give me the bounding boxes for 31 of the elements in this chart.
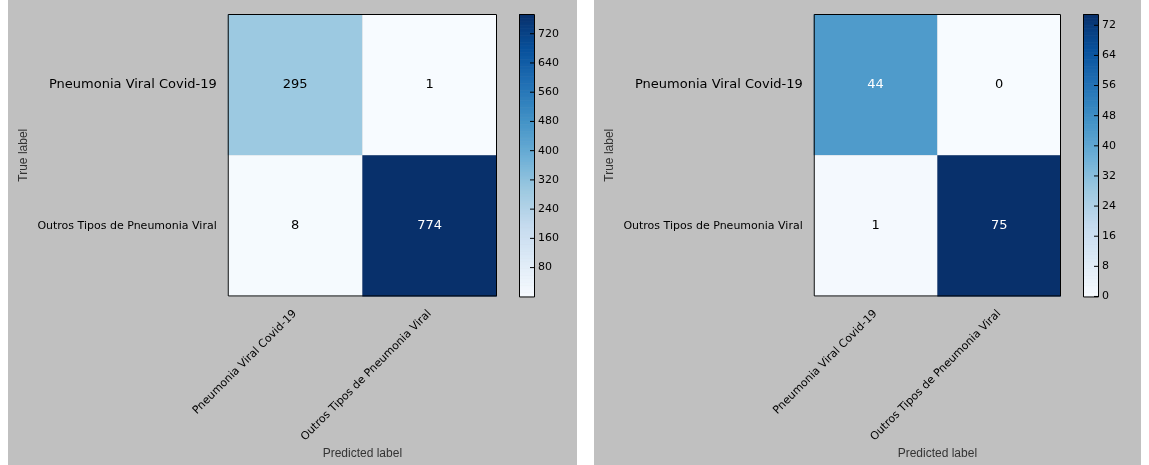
- color-bar-label: 40: [1102, 138, 1116, 152]
- color-bar-label: 560: [538, 85, 559, 99]
- color-bar-label: 56: [1102, 78, 1116, 92]
- data-label: 44: [867, 75, 884, 91]
- color-bar-label: 48: [1102, 108, 1116, 122]
- color-bar-label: 16: [1102, 229, 1116, 243]
- color-bar-label: 480: [538, 114, 559, 128]
- color-bar-label: 160: [538, 231, 559, 245]
- data-label: 1: [425, 75, 434, 91]
- color-bar-label: 240: [538, 201, 559, 215]
- color-bar-label: 72: [1102, 18, 1116, 32]
- color-bar-label: 8: [1102, 259, 1109, 273]
- color-bar-label: 720: [538, 26, 559, 40]
- color-bar-label: 640: [538, 55, 559, 69]
- color-bar-label: 400: [538, 143, 559, 157]
- x-axis-title: Predicted label: [897, 446, 978, 461]
- data-label: 1: [871, 217, 880, 233]
- color-bar-label: 24: [1102, 198, 1116, 212]
- color-bar-label: 80: [538, 260, 552, 274]
- y-axis-title: True label: [15, 128, 30, 182]
- color-bar-label: 320: [538, 172, 559, 186]
- data-label: 295: [282, 75, 308, 91]
- y-axis-title: True label: [601, 128, 616, 182]
- x-axis-title: Predicted label: [322, 446, 403, 461]
- data-label: 8: [290, 217, 300, 233]
- color-bar-label: 64: [1102, 48, 1116, 62]
- color-bar-label: 32: [1102, 168, 1116, 182]
- color-bar-label: 0: [1102, 289, 1109, 303]
- data-label: 0: [995, 75, 1004, 91]
- data-label: 75: [990, 217, 1008, 233]
- data-label: 774: [417, 217, 443, 233]
